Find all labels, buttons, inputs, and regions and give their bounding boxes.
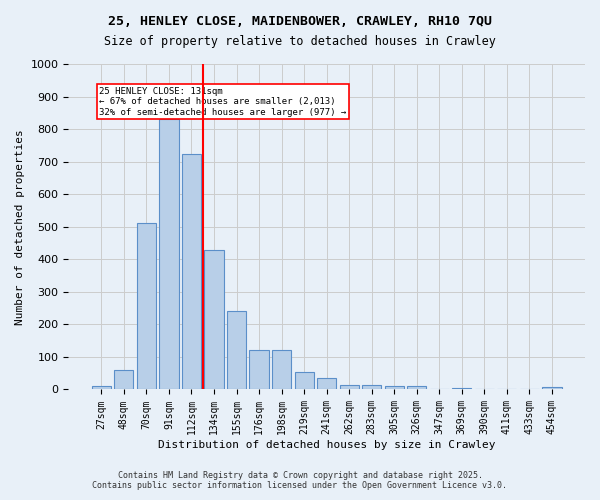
- Bar: [137, 224, 156, 390]
- Bar: [385, 386, 404, 390]
- Y-axis label: Number of detached properties: Number of detached properties: [15, 129, 25, 324]
- Text: Size of property relative to detached houses in Crawley: Size of property relative to detached ho…: [104, 35, 496, 48]
- Bar: [542, 387, 562, 390]
- Text: 25 HENLEY CLOSE: 131sqm
← 67% of detached houses are smaller (2,013)
32% of semi: 25 HENLEY CLOSE: 131sqm ← 67% of detache…: [99, 87, 347, 117]
- Bar: [182, 154, 201, 390]
- Bar: [92, 386, 111, 390]
- Bar: [317, 378, 336, 390]
- X-axis label: Distribution of detached houses by size in Crawley: Distribution of detached houses by size …: [158, 440, 496, 450]
- Bar: [295, 372, 314, 390]
- Bar: [160, 120, 179, 390]
- Text: 25, HENLEY CLOSE, MAIDENBOWER, CRAWLEY, RH10 7QU: 25, HENLEY CLOSE, MAIDENBOWER, CRAWLEY, …: [108, 15, 492, 28]
- Bar: [227, 312, 246, 390]
- Bar: [362, 384, 381, 390]
- Bar: [452, 388, 472, 390]
- Bar: [205, 250, 224, 390]
- Text: Contains HM Land Registry data © Crown copyright and database right 2025.
Contai: Contains HM Land Registry data © Crown c…: [92, 470, 508, 490]
- Bar: [272, 350, 291, 390]
- Bar: [407, 386, 427, 390]
- Bar: [114, 370, 133, 390]
- Bar: [340, 384, 359, 390]
- Bar: [250, 350, 269, 390]
